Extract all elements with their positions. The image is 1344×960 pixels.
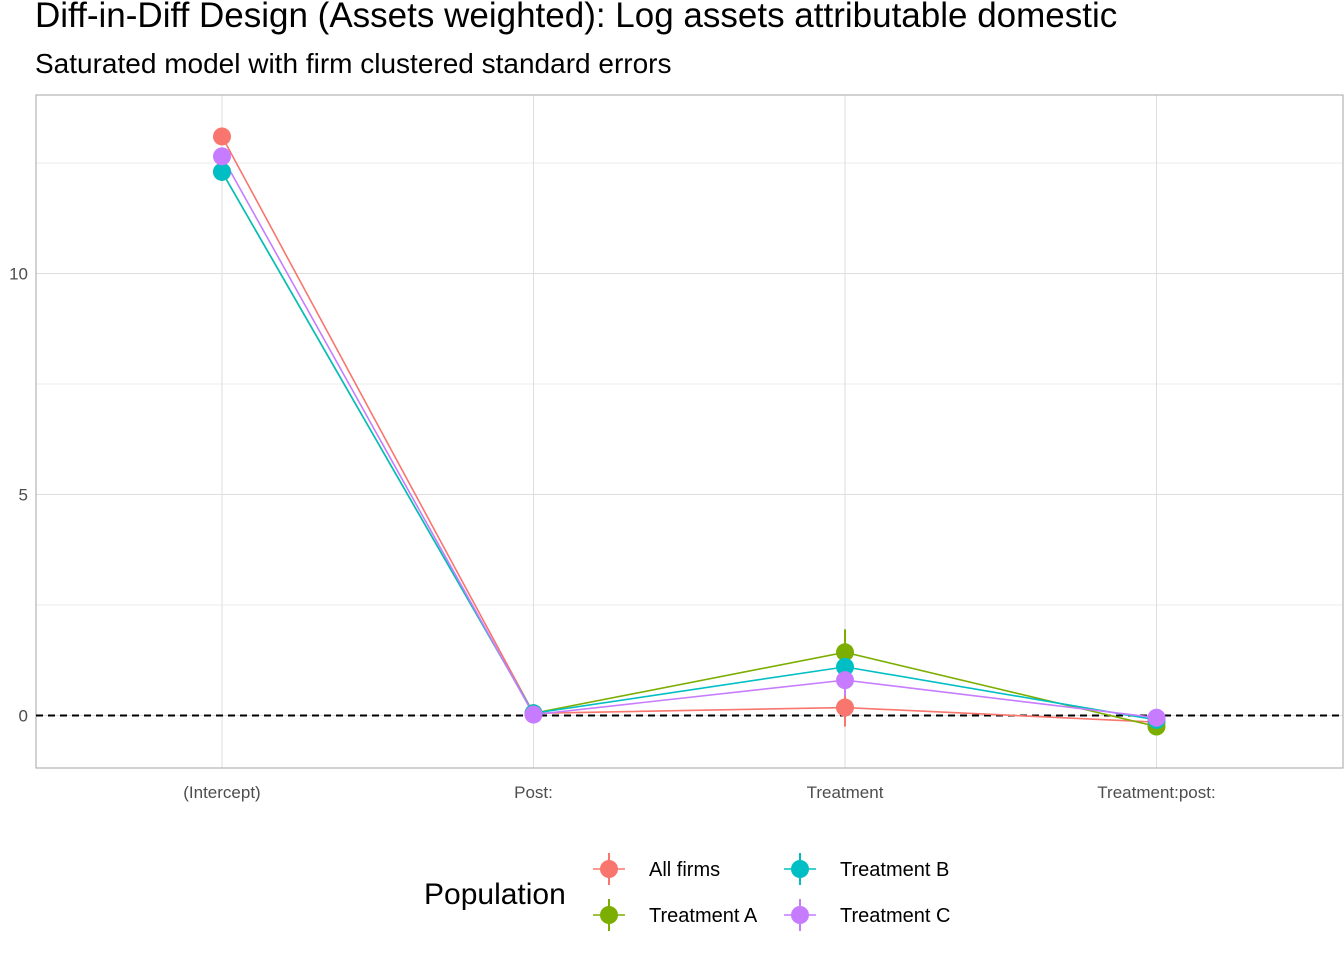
x-tick-label: Treatment:post: <box>1097 783 1215 802</box>
series-line <box>221 171 1157 728</box>
legend-item: Treatment C <box>784 899 950 931</box>
legend-label: Treatment A <box>649 905 758 927</box>
legend: Population All firms Treatment A Treatment … <box>424 853 950 931</box>
legend-item: Treatment B <box>784 853 949 885</box>
series-line <box>221 171 1157 721</box>
chart-subtitle: Saturated model with firm clustered stan… <box>35 48 672 79</box>
panel-border <box>35 94 1344 769</box>
points-treatment-a <box>213 162 1166 736</box>
x-tick-label: Post: <box>514 783 553 802</box>
legend-title: Population <box>424 878 566 911</box>
series-treatment-c <box>221 151 1158 725</box>
legend-item: Treatment A <box>593 899 758 931</box>
legend-label: All firms <box>649 859 720 881</box>
y-tick-label: 5 <box>19 486 28 505</box>
legend-key-point <box>791 860 809 878</box>
legend-key-point <box>791 906 809 924</box>
data-point <box>836 671 854 690</box>
data-point <box>836 698 854 717</box>
legend-key-point <box>600 860 618 878</box>
data-point <box>524 705 543 724</box>
data-point <box>836 657 854 676</box>
data-point <box>1147 708 1166 727</box>
points-treatment-b <box>213 162 1166 729</box>
x-tick-label: Treatment <box>807 783 884 802</box>
grid-minor <box>36 162 1343 606</box>
series-layer <box>213 127 1166 736</box>
series-treatment-a <box>221 163 1158 736</box>
data-point <box>213 162 231 181</box>
series-treatment-b <box>221 167 1158 725</box>
y-tick-label: 10 <box>9 265 28 284</box>
x-axis-ticks: (Intercept) Post: Treatment Treatment:post: <box>183 783 1215 802</box>
grid-major <box>36 95 1343 768</box>
panel-frame <box>35 94 1344 769</box>
series-line <box>221 136 1157 723</box>
series-all-firms <box>221 132 1158 727</box>
data-point <box>213 127 231 146</box>
x-tick-label: (Intercept) <box>183 783 260 802</box>
legend-key-point <box>600 906 618 924</box>
legend-label: Treatment B <box>840 859 949 881</box>
y-axis-ticks: 0 5 10 <box>9 265 28 726</box>
legend-label: Treatment C <box>840 905 950 927</box>
legend-item: All firms <box>593 853 720 885</box>
data-point <box>213 147 231 166</box>
points-all-firms <box>213 127 1166 732</box>
points-treatment-c <box>213 147 1166 727</box>
y-tick-label: 0 <box>19 707 28 726</box>
data-point <box>836 643 854 662</box>
chart-title: Diff-in-Diff Design (Assets weighted): L… <box>35 0 1118 35</box>
series-line <box>221 155 1157 719</box>
